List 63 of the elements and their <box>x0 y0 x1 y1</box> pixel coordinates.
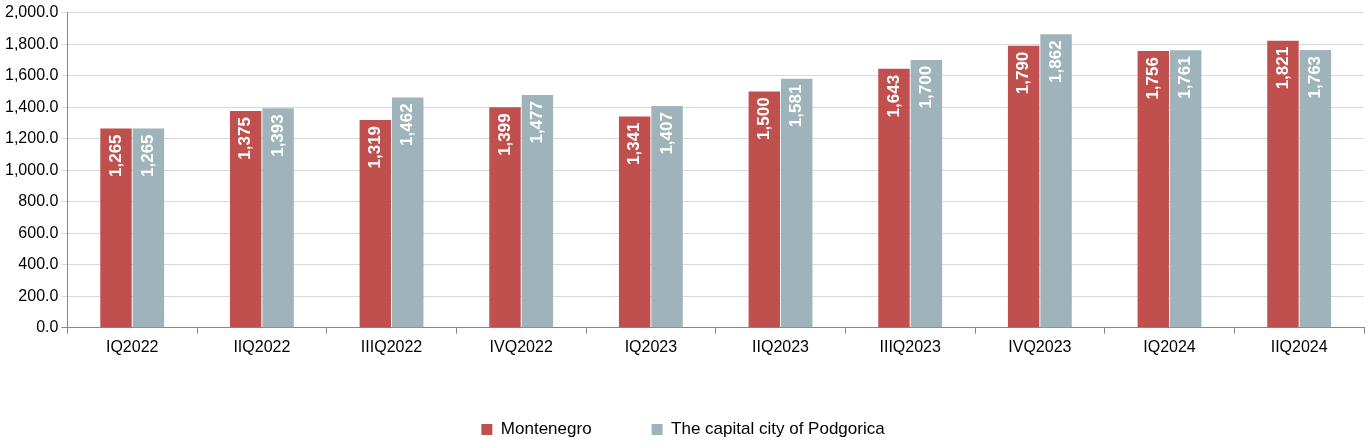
bar <box>910 59 943 328</box>
data-label: 1,462 <box>397 103 417 146</box>
y-tick-label: 1,400.0 <box>4 97 59 115</box>
x-tick-label: IIQ2022 <box>233 337 291 355</box>
bar <box>781 78 813 328</box>
bar <box>489 107 521 328</box>
bar <box>229 111 262 328</box>
bar <box>1040 34 1072 328</box>
x-tick-label: IIQ2023 <box>752 337 810 355</box>
bar <box>1137 51 1170 328</box>
bar <box>748 91 781 328</box>
bar <box>1169 50 1202 328</box>
x-tick-label: IQ2024 <box>1143 337 1196 355</box>
y-tick-label: 0.0 <box>36 318 59 336</box>
x-tick-label: IVQ2022 <box>489 337 553 355</box>
data-label: 1,341 <box>624 122 644 166</box>
y-tick-label: 1,200.0 <box>4 129 59 147</box>
data-label: 1,581 <box>786 84 806 128</box>
data-label: 1,763 <box>1305 55 1325 99</box>
y-tick-label: 200.0 <box>18 286 59 304</box>
x-tick-label: IVQ2023 <box>1008 337 1072 355</box>
data-label: 1,643 <box>883 74 903 118</box>
legend-label: The capital city of Podgorica <box>671 419 886 439</box>
data-label: 1,477 <box>527 101 547 144</box>
x-tick-label: IQ2022 <box>105 337 159 355</box>
data-label: 1,756 <box>1142 57 1162 100</box>
data-label: 1,319 <box>365 125 385 169</box>
data-label: 1,500 <box>754 97 773 140</box>
y-tick-label: 600.0 <box>18 223 59 241</box>
x-tick-label: IIIQ2023 <box>879 337 941 355</box>
y-tick-label: 400.0 <box>18 255 59 273</box>
data-label: 1,265 <box>138 134 158 177</box>
bar <box>521 95 554 328</box>
legend-label: Montenegro <box>500 419 592 439</box>
x-tick-label: IQ2023 <box>624 337 678 355</box>
bar <box>1007 45 1040 328</box>
data-label: 1,790 <box>1013 51 1033 95</box>
bar <box>878 68 910 328</box>
data-label: 1,393 <box>267 114 287 157</box>
bar <box>392 97 424 328</box>
data-label: 1,407 <box>656 112 676 155</box>
bar <box>651 106 683 328</box>
y-tick-label: 2,000.0 <box>4 3 59 21</box>
data-label: 1,399 <box>494 113 514 156</box>
data-label: 1,265 <box>105 134 125 177</box>
bar <box>618 116 651 328</box>
y-tick-label: 1,800.0 <box>4 34 59 52</box>
bar <box>100 128 132 328</box>
bar <box>132 128 165 328</box>
data-label: 1,821 <box>1272 46 1292 90</box>
x-tick-label: IIIQ2022 <box>360 337 423 355</box>
y-tick-label: 1,600.0 <box>4 66 59 84</box>
bar <box>359 119 392 328</box>
data-label: 1,761 <box>1175 56 1195 99</box>
y-tick-label: 800.0 <box>18 192 59 210</box>
bar <box>262 108 294 328</box>
y-tick-label: 1,000.0 <box>4 160 59 178</box>
bar <box>1267 40 1299 328</box>
x-tick-label: IIQ2024 <box>1270 337 1328 355</box>
data-label: 1,862 <box>1045 40 1065 83</box>
data-label: 1,700 <box>916 65 936 109</box>
bar <box>1299 49 1332 328</box>
data-label: 1,375 <box>235 117 255 160</box>
